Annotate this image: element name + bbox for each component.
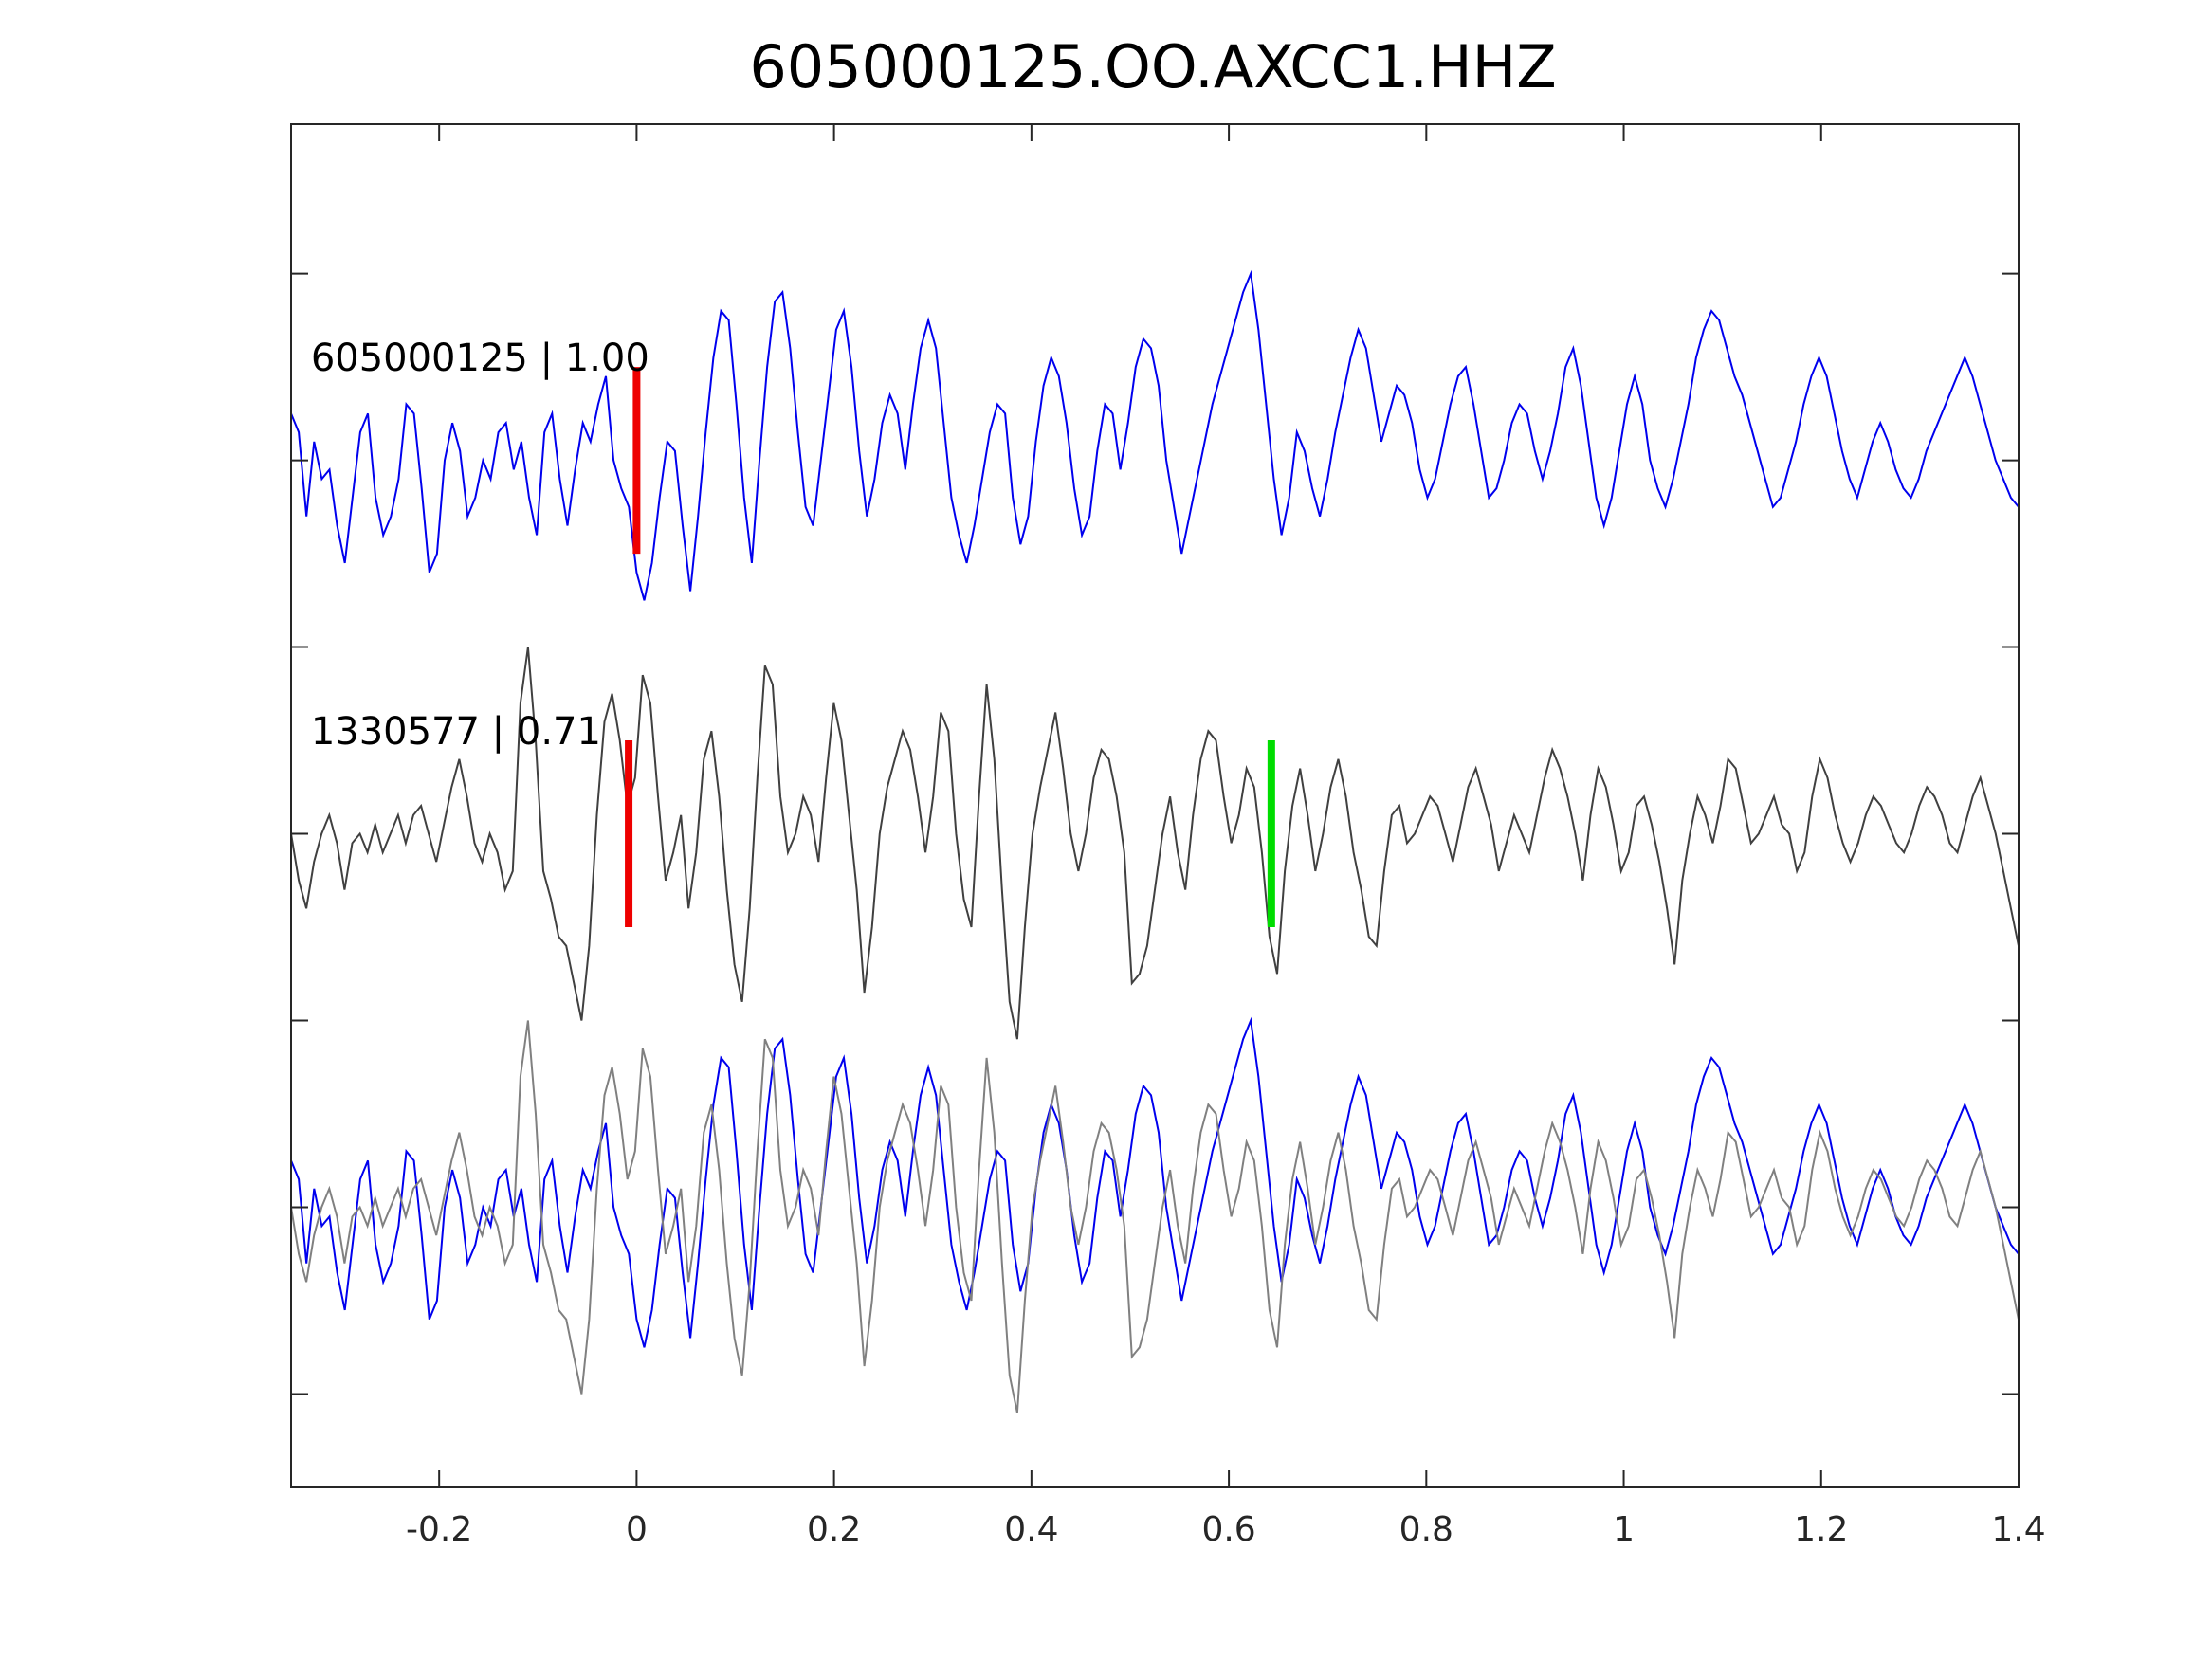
x-tick-label-8: 1.4: [1991, 1510, 2045, 1549]
trace-label-0: 605000125 | 1.00: [311, 337, 649, 380]
trace-line-0: [290, 269, 2020, 601]
ticks-group: [291, 124, 2020, 1487]
x-tick-label-6: 1: [1613, 1510, 1635, 1549]
trace-labels-group: 605000125 | 1.00 1330577 | 0.71: [311, 337, 649, 754]
trace-label-1: 1330577 | 0.71: [311, 710, 601, 754]
trace-line-3: [290, 1020, 2020, 1413]
traces-group: [290, 269, 2020, 1413]
x-tick-label-0: -0.2: [406, 1510, 472, 1549]
x-tick-label-4: 0.6: [1201, 1510, 1255, 1549]
plot-area-frame: [290, 123, 2020, 1488]
pick-markers-group: [625, 367, 1275, 928]
x-tick-label-5: 0.8: [1399, 1510, 1453, 1549]
trace-line-1: [290, 647, 2020, 1040]
x-tick-label-7: 1.2: [1794, 1510, 1848, 1549]
trace-line-2: [290, 1016, 2020, 1348]
x-tick-label-1: 0: [626, 1510, 648, 1549]
chart-title: 605000125.OO.AXCC1.HHZ: [749, 32, 1556, 101]
x-tick-labels-group: -0.2 0 0.2 0.4 0.6 0.8 1 1.2 1.4: [406, 1510, 2046, 1549]
x-tick-label-3: 0.4: [1004, 1510, 1058, 1549]
x-tick-label-2: 0.2: [807, 1510, 861, 1549]
